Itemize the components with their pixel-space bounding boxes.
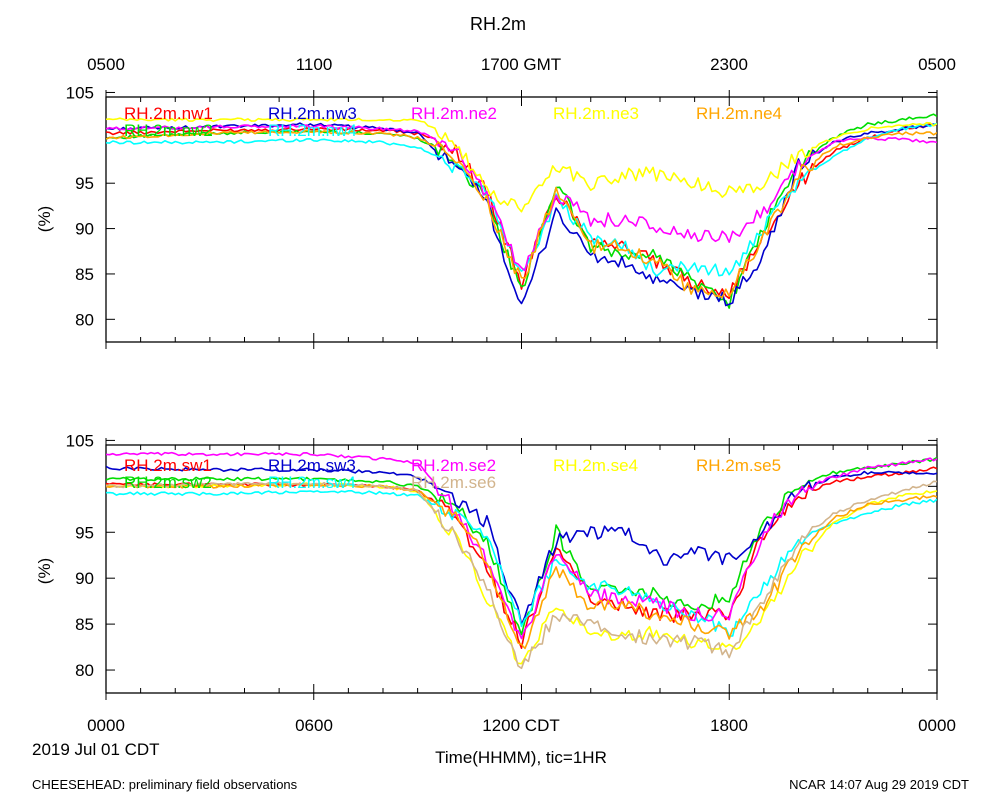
chart-title: RH.2m — [470, 14, 526, 34]
top-x-tick-label: 1100 — [296, 55, 333, 74]
bottom-x-tick-labels: 0000 0600 1200 CDT 1800 0000 — [87, 716, 956, 735]
legend-entry: RH.2m.sw4 — [268, 473, 356, 492]
y-tick-label: 105 — [66, 83, 94, 102]
footer-left: CHEESEHEAD: preliminary field observatio… — [32, 777, 298, 792]
y-tick-label: 85 — [75, 265, 94, 284]
top-panel-series — [106, 113, 937, 309]
y-tick-label: 90 — [75, 569, 94, 588]
legend-entry: RH.2m.se4 — [553, 456, 638, 475]
y-tick-label: 85 — [75, 615, 94, 634]
legend-entry: RH.2m.ne3 — [553, 104, 639, 123]
legend-entry: RH.2m.se6 — [411, 473, 496, 492]
series-line — [106, 489, 937, 637]
top-x-tick-label: 0500 — [918, 55, 956, 74]
legend-entry: RH.2m.sw1 — [124, 456, 212, 475]
top-panel-ylabel: (%) — [35, 206, 54, 232]
series-line — [106, 124, 937, 272]
y-tick-label: 95 — [75, 174, 94, 193]
legend-entry: RH.2m.ne4 — [696, 104, 782, 123]
top-x-tick-label: 0500 — [87, 55, 125, 74]
top-x-tick-label: 1700 GMT — [481, 55, 561, 74]
series-line — [106, 123, 937, 300]
legend-entry: RH.2m.nw3 — [268, 104, 357, 123]
y-tick-label: 95 — [75, 523, 94, 542]
series-line — [106, 122, 937, 277]
top-panel-ticks: 80 85 90 95 105 — [66, 83, 938, 349]
y-tick-label: 90 — [75, 220, 94, 239]
bottom-x-tick-label: 1200 CDT — [482, 716, 559, 735]
bottom-x-tick-label: 0000 — [918, 716, 956, 735]
bottom-x-tick-label: 0000 — [87, 716, 125, 735]
series-line — [106, 456, 937, 636]
date-label: 2019 Jul 01 CDT — [32, 740, 160, 759]
bottom-x-tick-label: 0600 — [295, 716, 333, 735]
y-tick-label: 105 — [66, 431, 94, 450]
legend-entry: RH.2m.se2 — [411, 456, 496, 475]
series-line — [106, 482, 937, 650]
bottom-x-tick-label: 1800 — [710, 716, 748, 735]
legend-entry: RH.2m.sw2 — [124, 473, 212, 492]
x-axis-label: Time(HHMM), tic=1HR — [435, 748, 607, 767]
legend-entry: RH.2m.ne2 — [411, 104, 497, 123]
bottom-panel-series — [106, 451, 937, 670]
footer-right: NCAR 14:07 Aug 29 2019 CDT — [789, 777, 969, 792]
y-tick-label: 80 — [75, 310, 94, 329]
legend-entry: RH.2m.nw2 — [124, 121, 213, 140]
bottom-panel-frame — [105, 444, 938, 694]
legend-entry: RH.2m.nw4 — [268, 121, 357, 140]
y-tick-label: 80 — [75, 661, 94, 680]
series-line — [106, 480, 937, 670]
legend-entry: RH.2m.sw3 — [268, 456, 356, 475]
top-x-tick-label: 2300 — [710, 55, 748, 74]
series-line — [106, 129, 937, 299]
bottom-panel-ylabel: (%) — [35, 558, 54, 584]
series-line — [106, 117, 937, 213]
legend-entry: RH.2m.se5 — [696, 456, 781, 475]
bottom-panel-ticks: 80 85 90 95 105 — [66, 431, 938, 700]
series-line — [106, 451, 937, 640]
top-x-tick-labels: 0500 1100 1700 GMT 2300 0500 — [87, 55, 956, 74]
legend-entry: RH.2m.nw1 — [124, 104, 213, 123]
